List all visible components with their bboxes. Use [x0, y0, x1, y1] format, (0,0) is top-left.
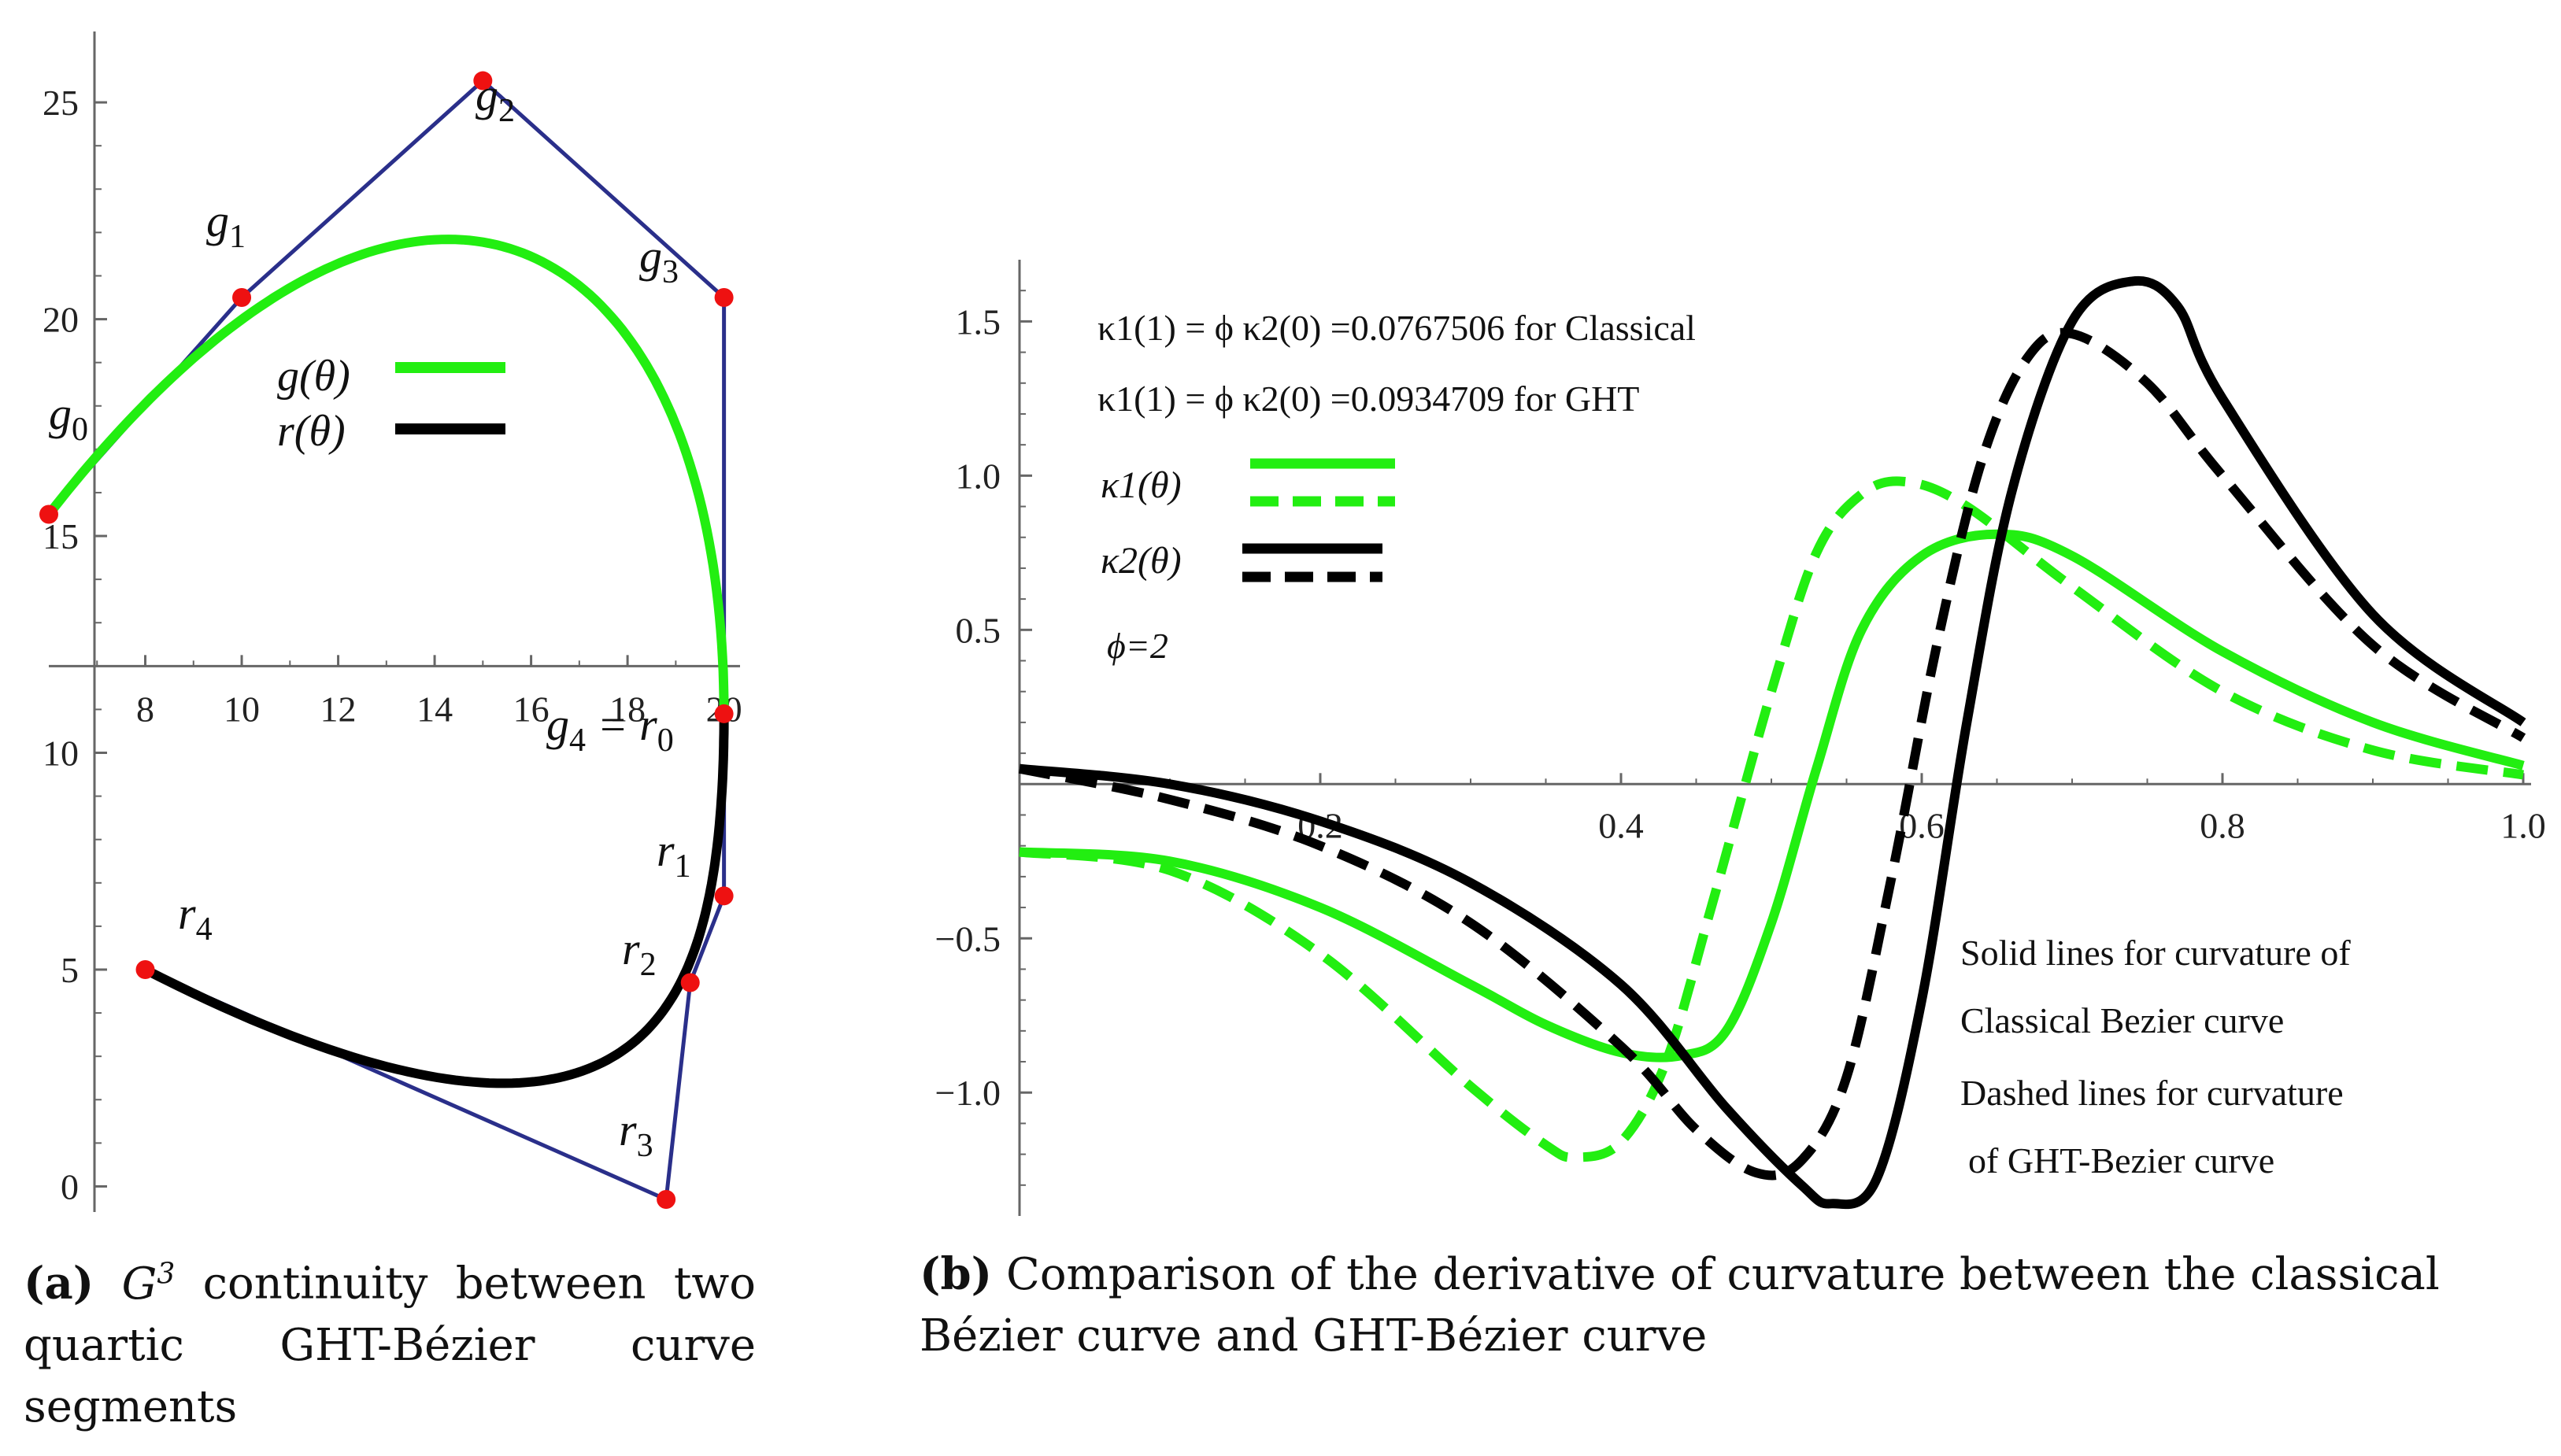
label-r1: r1: [657, 825, 691, 885]
panel-a-legend: g(θ) r(θ): [277, 352, 505, 456]
label-r4: r4: [178, 888, 213, 948]
legend-k2-label: κ2(θ): [1101, 540, 1182, 582]
control-point-g2: [473, 71, 493, 91]
panel-b-legend: κ1(θ) κ2(θ) ϕ=2: [1101, 458, 1395, 666]
series-k2-classical: [1019, 275, 2526, 1210]
panel-b-ticks: 0.2 0.4 0.6 0.8 1.0−1.0−0.50.51.01.5: [935, 290, 2546, 1186]
label-g0: g0: [49, 388, 88, 448]
a-xtick-label: 12: [320, 689, 357, 729]
caption-b-text: Comparison of the derivative of curvatur…: [920, 1249, 2440, 1362]
a-ytick-label: 0: [61, 1166, 79, 1207]
note-dashed-1: Dashed lines for curvature: [1960, 1073, 2344, 1113]
legend-k1-label: κ1(θ): [1101, 464, 1182, 506]
note-dashed-2: of GHT-Bezier curve: [1968, 1140, 2274, 1181]
label-g2: g2: [476, 69, 515, 129]
series-k2-ght: [1018, 327, 2526, 1181]
panel-b-chart: 0.2 0.4 0.6 0.8 1.0−1.0−0.50.51.01.5 κ1(1) =…: [935, 260, 2546, 1216]
caption-a-math: G3: [121, 1258, 176, 1310]
annotation-ght: κ1(1) = ϕ κ2(0) =0.0934709 for GHT: [1097, 379, 1639, 419]
a-ytick-label: 20: [43, 300, 79, 340]
legend-r-label: r(θ): [277, 407, 346, 456]
b-xtick-label: 1.0: [2500, 805, 2546, 845]
note-solid-2: Classical Bezier curve: [1960, 1000, 2284, 1040]
panel-b-series: [1018, 275, 2526, 1210]
control-points: [39, 71, 734, 1209]
control-point-g3: [714, 288, 734, 308]
b-ytick-label: 1.5: [956, 301, 1001, 342]
b-ytick-label: −0.5: [935, 918, 1001, 959]
caption-a: (a) G3 continuity between two quartic GH…: [24, 1244, 756, 1438]
label-r3: r3: [619, 1104, 653, 1164]
control-point-r4: [135, 959, 155, 979]
control-point-r1: [714, 886, 734, 906]
b-xtick-label: 0.8: [2200, 805, 2245, 845]
b-xtick-label: 0.4: [1598, 805, 1644, 845]
control-point-g4-r0: [714, 704, 734, 723]
label-g1: g1: [206, 195, 246, 255]
caption-b-label: (b): [920, 1248, 993, 1300]
control-point-r3: [657, 1189, 676, 1209]
a-xtick-label: 16: [513, 689, 550, 729]
legend-g-label: g(θ): [277, 352, 350, 401]
caption-a-text: continuity between two quartic GHT-Bézie…: [24, 1258, 756, 1432]
a-xtick-label: 8: [136, 689, 154, 729]
b-ytick-label: −1.0: [935, 1073, 1001, 1113]
caption-a-label: (a): [24, 1257, 94, 1310]
figure-canvas: 81012141618200510152025 g0 g1 g2 g3 g4 =…: [39, 31, 2546, 1216]
curve-g-theta: [45, 235, 729, 714]
a-ytick-label: 25: [43, 83, 79, 123]
a-xtick-label: 14: [416, 689, 453, 729]
a-xtick-label: 18: [609, 689, 646, 729]
annotation-classical: κ1(1) = ϕ κ2(0) =0.0767506 for Classical: [1097, 308, 1696, 348]
panel-a-ticks: 81012141618200510152025: [43, 83, 742, 1207]
series-k1-ght: [1019, 476, 2524, 1162]
phi-label: ϕ=2: [1107, 626, 1168, 666]
a-xtick-label: 10: [224, 689, 260, 729]
control-point-g1: [232, 288, 252, 308]
label-g4-r0: g4 = r0: [546, 699, 674, 759]
series-k1-classical: [1019, 529, 2525, 1062]
control-point-g0: [39, 504, 58, 524]
a-ytick-label: 10: [43, 734, 79, 774]
b-ytick-label: 1.0: [956, 456, 1001, 496]
panel-a-chart: 81012141618200510152025 g0 g1 g2 g3 g4 =…: [39, 31, 742, 1212]
control-point-r2: [680, 973, 700, 992]
caption-b: (b) Comparison of the derivative of curv…: [920, 1244, 2549, 1367]
curve-r-theta: [142, 713, 729, 1088]
note-solid-1: Solid lines for curvature of: [1960, 933, 2351, 973]
b-ytick-label: 0.5: [956, 610, 1001, 650]
label-g3: g3: [639, 231, 679, 290]
label-r2: r2: [622, 923, 657, 983]
a-ytick-label: 5: [61, 950, 79, 990]
